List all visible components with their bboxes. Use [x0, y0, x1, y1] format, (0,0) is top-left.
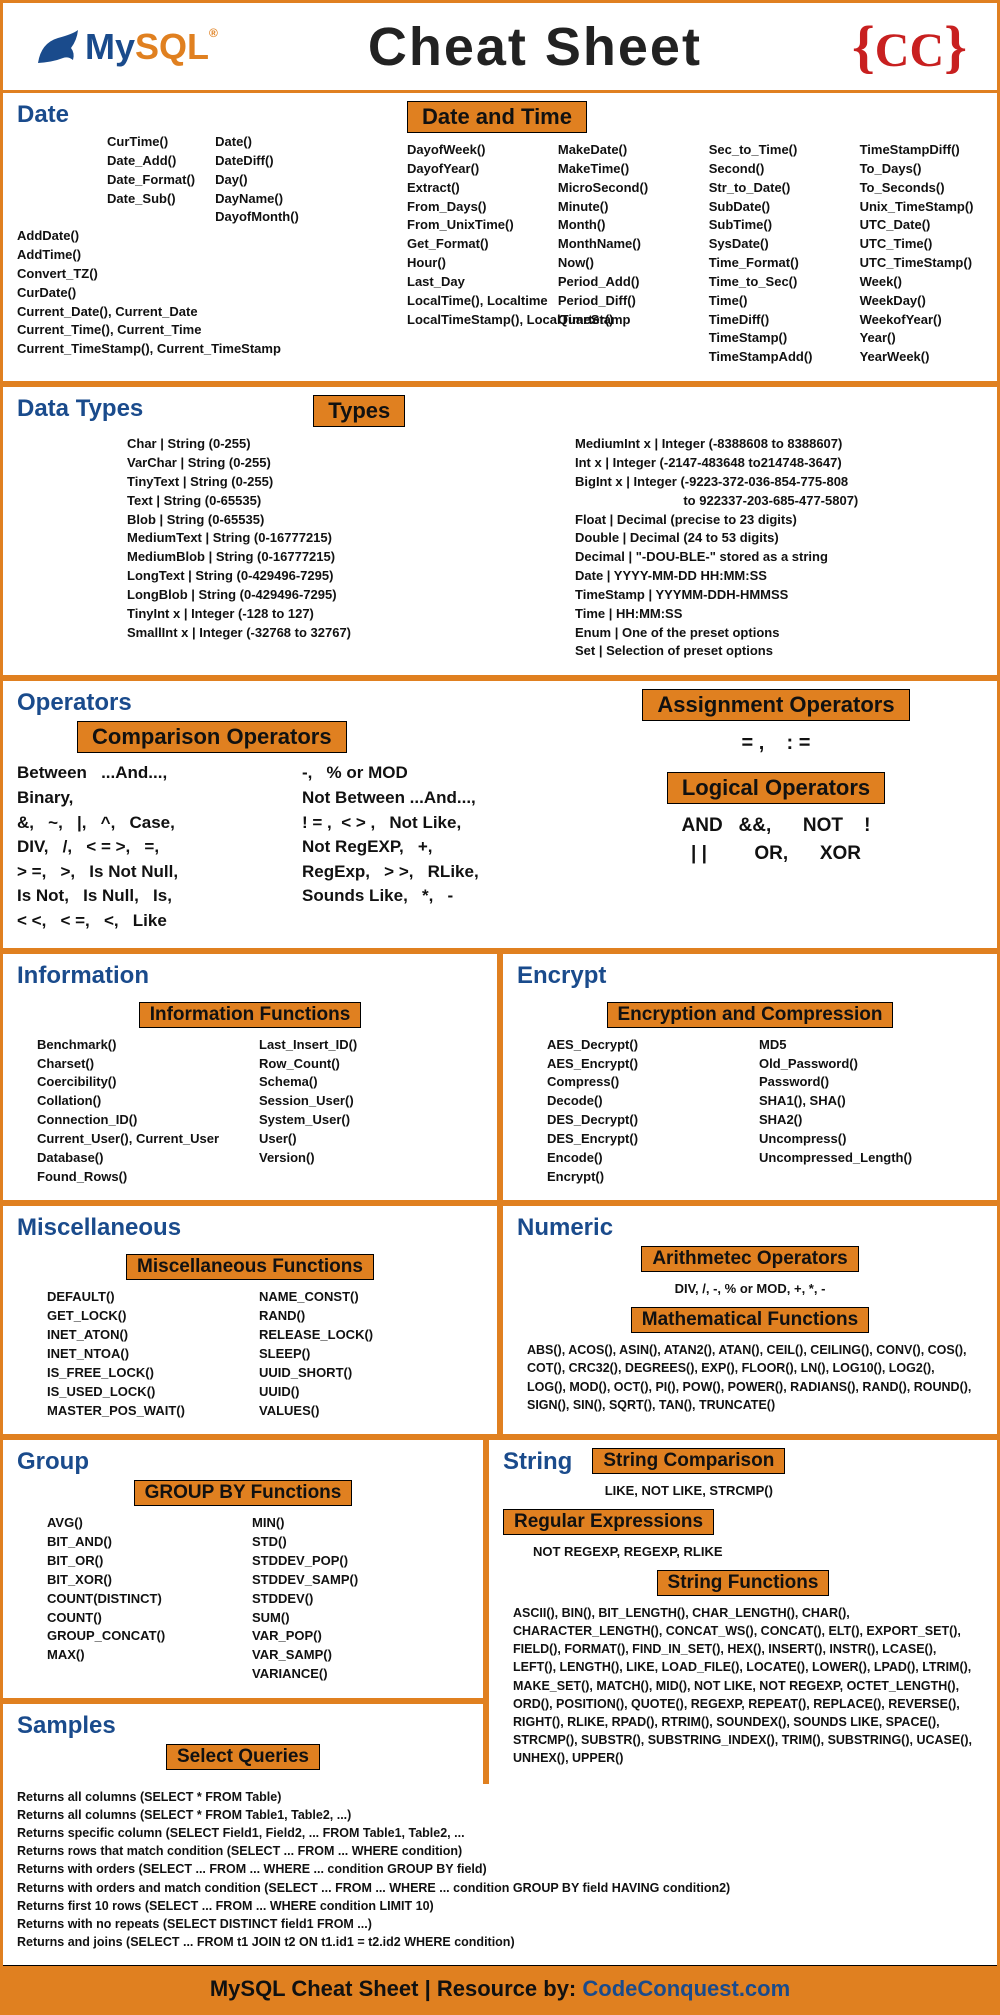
logo-my: My — [85, 26, 135, 67]
samples-body-section: Returns all columns (SELECT * FROM Table… — [3, 1784, 997, 1965]
group-string-row: Group GROUP BY Functions AVG() BIT_AND()… — [3, 1434, 997, 1784]
date-col2: Date() DateDiff() Day() DayName() DayofM… — [215, 133, 299, 227]
misc-title: Miscellaneous — [17, 1214, 181, 1242]
misc-left: DEFAULT() GET_LOCK() INET_ATON() INET_NT… — [47, 1288, 241, 1420]
math-funcs: ABS(), ACOS(), ASIN(), ATAN2(), ATAN(), … — [517, 1341, 983, 1414]
header: MySQL® Cheat Sheet {CC} — [3, 3, 997, 90]
samples-badge: Select Queries — [166, 1744, 320, 1770]
group-left: AVG() BIT_AND() BIT_OR() BIT_XOR() COUNT… — [47, 1514, 234, 1684]
str-funcs: ASCII(), BIN(), BIT_LENGTH(), CHAR_LENGT… — [503, 1604, 983, 1767]
info-section: Information Information Functions Benchm… — [3, 954, 503, 1201]
group-samples-col: Group GROUP BY Functions AVG() BIT_AND()… — [3, 1440, 489, 1784]
group-badge: GROUP BY Functions — [134, 1480, 353, 1506]
ops-title: Operators — [17, 689, 132, 717]
date-col4: MakeDate() MakeTime() MicroSecond() Minu… — [558, 141, 691, 367]
types-title: Data Types — [17, 395, 143, 423]
types-left: Char | String (0-255) VarChar | String (… — [127, 435, 535, 661]
samples-header: Samples Select Queries — [3, 1698, 483, 1784]
types-section: Data Types Types Char | String (0-255) V… — [3, 381, 997, 675]
misc-right: NAME_CONST() RAND() RELEASE_LOCK() SLEEP… — [259, 1288, 453, 1420]
date-col1: AddDate() AddTime() Convert_TZ() CurDate… — [17, 227, 377, 359]
footer-right: CodeConquest.com — [576, 1976, 790, 2001]
date-col1b: CurTime() Date_Add() Date_Format() Date_… — [107, 133, 195, 208]
numeric-title: Numeric — [517, 1214, 613, 1242]
page: MySQL® Cheat Sheet {CC} Date CurTime() D… — [0, 0, 1000, 2015]
encrypt-right: MD5 Old_Password() Password() SHA1(), SH… — [759, 1036, 953, 1187]
group-title: Group — [17, 1448, 89, 1476]
cc-logo: {CC} — [852, 13, 967, 80]
misc-section: Miscellaneous Miscellaneous Functions DE… — [3, 1206, 503, 1434]
info-title: Information — [17, 962, 149, 990]
assign-ops: = , : = — [569, 729, 983, 758]
numeric-section: Numeric Arithmetec Operators DIV, /, -, … — [503, 1206, 997, 1434]
string-title: String — [503, 1448, 572, 1476]
date-title: Date — [17, 101, 69, 129]
group-right: MIN() STD() STDDEV_POP() STDDEV_SAMP() S… — [252, 1514, 439, 1684]
string-section: String String Comparison LIKE, NOT LIKE,… — [489, 1440, 997, 1784]
date-badge: Date and Time — [407, 101, 587, 133]
encrypt-title: Encrypt — [517, 962, 606, 990]
comp-right: -, % or MOD Not Between ...And..., ! = ,… — [302, 761, 569, 933]
date-col5: Sec_to_Time() Second() Str_to_Date() Sub… — [709, 141, 842, 367]
str-comp: LIKE, NOT LIKE, STRCMP() — [592, 1482, 785, 1501]
misc-numeric-row: Miscellaneous Miscellaneous Functions DE… — [3, 1200, 997, 1434]
encrypt-section: Encrypt Encryption and Compression AES_D… — [503, 954, 997, 1201]
date-col3: DayofWeek() DayofYear() Extract() From_D… — [407, 141, 540, 367]
assign-badge: Assignment Operators — [642, 689, 909, 721]
operators-section: Operators Comparison Operators Between .… — [3, 675, 997, 947]
logic-badge: Logical Operators — [667, 772, 885, 804]
footer-mid: Resource by: — [437, 1976, 576, 2001]
arith-ops: DIV, /, -, % or MOD, +, *, - — [517, 1280, 983, 1299]
group-section: Group GROUP BY Functions AVG() BIT_AND()… — [3, 1440, 483, 1698]
arith-badge: Arithmetec Operators — [641, 1246, 858, 1272]
footer-left: MySQL Cheat Sheet — [210, 1976, 419, 2001]
encrypt-badge: Encryption and Compression — [607, 1002, 894, 1028]
str-func-badge: String Functions — [657, 1570, 830, 1596]
info-right: Last_Insert_ID() Row_Count() Schema() Se… — [259, 1036, 463, 1187]
date-col6: TimeStampDiff() To_Days() To_Seconds() U… — [860, 141, 993, 367]
date-section: Date CurTime() Date_Add() Date_Format() … — [3, 90, 997, 381]
info-left: Benchmark() Charset() Coercibility() Col… — [37, 1036, 241, 1187]
encrypt-left: AES_Decrypt() AES_Encrypt() Compress() D… — [547, 1036, 741, 1187]
regex-ops: NOT REGEXP, REGEXP, RLIKE — [503, 1543, 983, 1562]
regex-badge: Regular Expressions — [503, 1509, 714, 1535]
misc-badge: Miscellaneous Functions — [126, 1254, 374, 1280]
dolphin-icon — [33, 28, 83, 68]
info-encrypt-row: Information Information Functions Benchm… — [3, 948, 997, 1201]
types-right: MediumInt x | Integer (-8388608 to 83886… — [575, 435, 983, 661]
footer: MySQL Cheat Sheet | Resource by: CodeCon… — [3, 1965, 997, 2012]
samples-body: Returns all columns (SELECT * FROM Table… — [17, 1788, 983, 1951]
samples-title: Samples — [17, 1712, 116, 1740]
math-badge: Mathematical Functions — [631, 1307, 869, 1333]
page-title: Cheat Sheet — [368, 16, 702, 78]
str-comp-badge: String Comparison — [592, 1448, 785, 1474]
info-badge: Information Functions — [139, 1002, 362, 1028]
logic-ops: AND &&, NOT ! | | OR, XOR — [569, 812, 983, 867]
types-badge: Types — [313, 395, 405, 427]
mysql-logo: MySQL® — [33, 26, 218, 68]
logo-sql: SQL — [135, 26, 209, 67]
comp-badge: Comparison Operators — [77, 721, 347, 753]
comp-left: Between ...And..., Binary, &, ~, |, ^, C… — [17, 761, 284, 933]
